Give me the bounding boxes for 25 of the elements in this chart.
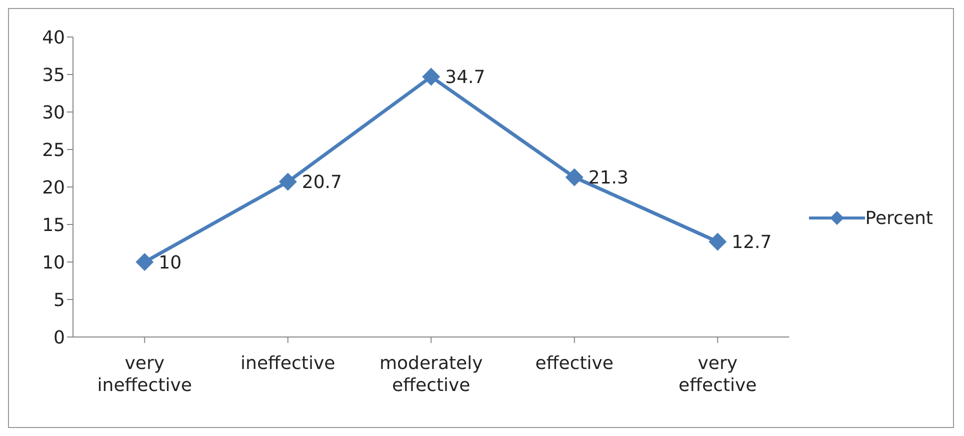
x-tick-label: very ineffective xyxy=(97,353,192,396)
data-label: 34.7 xyxy=(445,67,486,88)
y-tick-label: 0 xyxy=(54,327,65,348)
y-tick-label: 40 xyxy=(42,27,65,48)
x-tick-label: very effective xyxy=(678,353,757,396)
x-tick-label: ineffective xyxy=(240,353,336,374)
data-label: 21.3 xyxy=(588,168,628,189)
y-tick-label: 15 xyxy=(42,214,65,236)
point xyxy=(136,253,154,271)
y-tick-label: 5 xyxy=(54,290,65,311)
y-tick-label: 20 xyxy=(42,177,65,198)
point xyxy=(565,168,584,186)
point xyxy=(422,68,440,86)
y-tick-label: 25 xyxy=(42,140,65,161)
point xyxy=(278,172,297,191)
y-tick-label: 30 xyxy=(42,102,65,124)
y-tick-label: 35 xyxy=(42,64,65,86)
x-tick-label: effective xyxy=(535,353,614,374)
data-label: 10 xyxy=(158,252,182,274)
data-label: 20.7 xyxy=(302,172,342,194)
legend-label: Percent xyxy=(865,208,933,228)
x-tick-label: moderately effective xyxy=(380,353,484,396)
y-tick-label: 10 xyxy=(42,252,65,274)
data-label: 12.7 xyxy=(732,232,772,254)
point xyxy=(708,232,727,251)
